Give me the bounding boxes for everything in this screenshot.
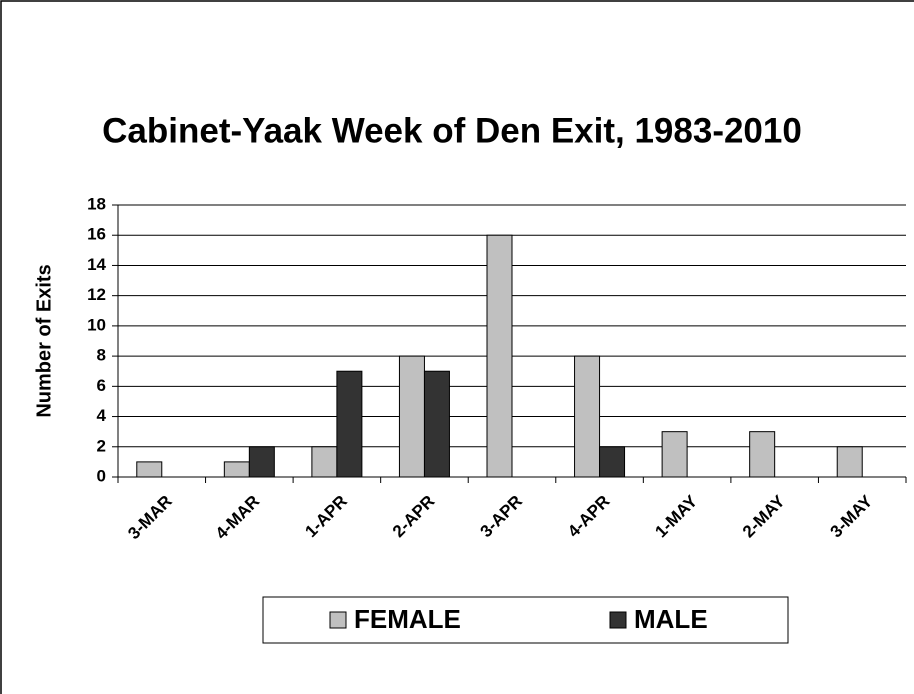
bar <box>248 446 275 478</box>
bar <box>574 355 601 478</box>
chart-title: Cabinet-Yaak Week of Den Exit, 1983-2010 <box>102 111 802 150</box>
x-tick-label: 4-APR <box>564 492 614 542</box>
bar <box>486 234 513 478</box>
y-tick-label: 12 <box>87 285 106 304</box>
x-tick-label: 3-APR <box>476 492 526 542</box>
bar <box>398 355 425 478</box>
bar <box>223 461 250 478</box>
bar <box>836 446 863 478</box>
legend-label: MALE <box>634 604 708 634</box>
bar <box>311 446 338 478</box>
legend-swatch <box>609 611 627 629</box>
y-tick-label: 14 <box>87 255 106 274</box>
y-axis-label: Number of Exits <box>33 264 55 417</box>
x-tick-label: 3-MAY <box>826 491 876 541</box>
x-tick-label: 3-MAR <box>124 492 176 544</box>
bar <box>336 370 363 478</box>
x-tick-label: 1-MAY <box>651 491 701 541</box>
y-tick-label: 16 <box>87 225 106 244</box>
y-tick-label: 10 <box>87 315 106 334</box>
bar <box>136 461 163 478</box>
y-tick-label: 2 <box>97 436 106 455</box>
x-tick-label: 1-APR <box>301 492 351 542</box>
x-tick-label: 2-MAY <box>739 491 789 541</box>
y-tick-label: 8 <box>97 346 106 365</box>
legend-label: FEMALE <box>354 604 461 634</box>
y-tick-label: 18 <box>87 194 106 213</box>
y-tick-label: 4 <box>97 406 107 425</box>
x-tick-label: 2-APR <box>389 492 439 542</box>
bar <box>749 431 776 478</box>
bar <box>661 431 688 478</box>
legend-box <box>262 596 789 644</box>
x-tick-label: 4-MAR <box>212 492 264 544</box>
y-tick-label: 0 <box>97 466 106 485</box>
y-tick-label: 6 <box>97 376 106 395</box>
bar <box>423 370 450 478</box>
bar <box>599 446 626 478</box>
legend-swatch <box>329 611 347 629</box>
